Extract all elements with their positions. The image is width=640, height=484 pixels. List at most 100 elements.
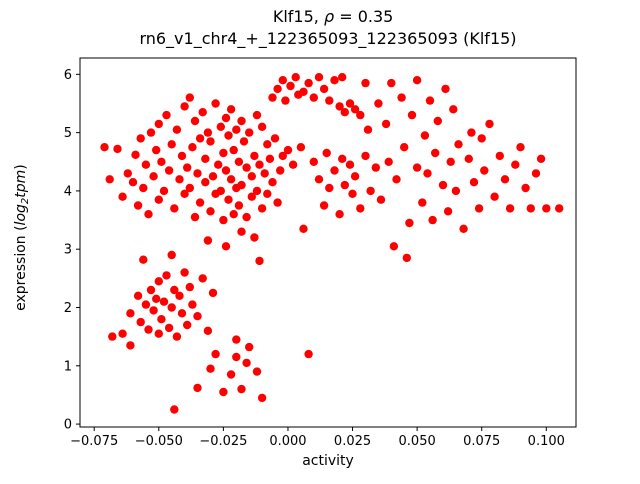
- data-points: [100, 73, 564, 414]
- data-point: [438, 180, 448, 190]
- x-tick-label: 0.000: [269, 434, 306, 449]
- data-point: [314, 73, 324, 82]
- data-point: [423, 169, 432, 178]
- data-point: [159, 297, 169, 306]
- data-point: [118, 329, 127, 338]
- chart-title-suffix: = 0.35: [334, 7, 393, 26]
- y-tick-label: 4: [64, 184, 72, 199]
- data-point: [490, 192, 499, 201]
- data-point: [420, 131, 430, 140]
- data-point: [350, 105, 360, 114]
- data-point: [431, 148, 440, 158]
- data-point: [185, 93, 194, 102]
- data-point: [361, 78, 370, 88]
- data-point: [263, 189, 272, 198]
- data-point: [152, 294, 161, 303]
- data-point: [206, 364, 215, 373]
- data-point: [400, 143, 409, 152]
- y-tick-label: 6: [64, 68, 72, 83]
- data-point: [201, 178, 210, 187]
- data-point: [219, 215, 228, 225]
- data-point: [340, 180, 349, 190]
- data-point: [319, 84, 329, 94]
- data-point: [555, 204, 564, 213]
- data-point: [224, 131, 233, 140]
- data-point: [319, 201, 329, 210]
- y-tick-label: 2: [64, 301, 72, 316]
- data-point: [118, 192, 127, 201]
- data-point: [345, 160, 355, 169]
- data-point: [175, 291, 184, 300]
- data-point: [167, 140, 176, 149]
- data-point: [167, 250, 176, 260]
- data-point: [278, 151, 287, 161]
- data-point: [459, 224, 468, 233]
- data-point: [232, 125, 241, 134]
- data-point: [149, 306, 158, 315]
- data-point: [188, 143, 197, 152]
- data-point: [237, 227, 246, 236]
- data-point: [198, 274, 207, 283]
- data-point: [154, 119, 163, 129]
- data-point: [500, 175, 510, 184]
- x-tick-label: 0.100: [528, 434, 565, 449]
- data-point: [229, 145, 238, 155]
- data-point: [242, 358, 251, 368]
- data-point: [407, 110, 417, 120]
- data-point: [255, 256, 264, 266]
- data-point: [175, 175, 184, 184]
- data-point: [330, 76, 339, 85]
- data-point: [454, 140, 463, 149]
- data-point: [214, 160, 223, 169]
- data-point: [521, 183, 530, 193]
- y-axis-label-prefix: expression (: [13, 225, 29, 310]
- data-point: [268, 93, 277, 102]
- data-point: [154, 195, 163, 204]
- data-point: [247, 172, 256, 181]
- data-point: [183, 163, 192, 172]
- data-point: [242, 163, 251, 172]
- data-point: [139, 183, 148, 193]
- data-point: [299, 87, 308, 97]
- x-tick-label: 0.075: [463, 434, 500, 449]
- x-tick-label: −0.075: [70, 434, 118, 449]
- data-point: [366, 186, 375, 196]
- data-point: [273, 198, 282, 207]
- data-point: [180, 102, 189, 111]
- data-point: [536, 154, 546, 163]
- y-axis-label-log-subscript: 2: [20, 198, 31, 204]
- data-point: [177, 309, 187, 318]
- data-point: [526, 204, 535, 213]
- data-point: [154, 277, 163, 286]
- data-point: [288, 160, 298, 169]
- data-point: [123, 169, 132, 178]
- data-point: [485, 119, 494, 129]
- data-point: [495, 151, 504, 161]
- data-point: [397, 93, 406, 102]
- data-point: [392, 175, 401, 184]
- data-point: [384, 157, 393, 166]
- data-point: [340, 108, 349, 117]
- data-point: [216, 122, 225, 131]
- data-point: [374, 99, 383, 108]
- data-point: [226, 105, 236, 114]
- data-point: [335, 210, 344, 219]
- data-point: [221, 166, 231, 175]
- data-point: [449, 105, 458, 114]
- data-point: [221, 113, 231, 123]
- data-point: [136, 317, 145, 327]
- data-point: [309, 93, 318, 102]
- data-point: [144, 325, 153, 334]
- data-point: [474, 204, 484, 213]
- data-point: [425, 96, 435, 105]
- y-axis-label-tpm: tpm: [13, 170, 29, 198]
- data-point: [389, 242, 399, 251]
- data-point: [257, 122, 267, 131]
- data-point: [338, 73, 347, 82]
- data-point: [172, 125, 182, 134]
- chart-title-prefix: Klf15,: [273, 7, 324, 26]
- data-point: [309, 157, 318, 166]
- data-point: [162, 110, 171, 120]
- data-point: [542, 204, 551, 213]
